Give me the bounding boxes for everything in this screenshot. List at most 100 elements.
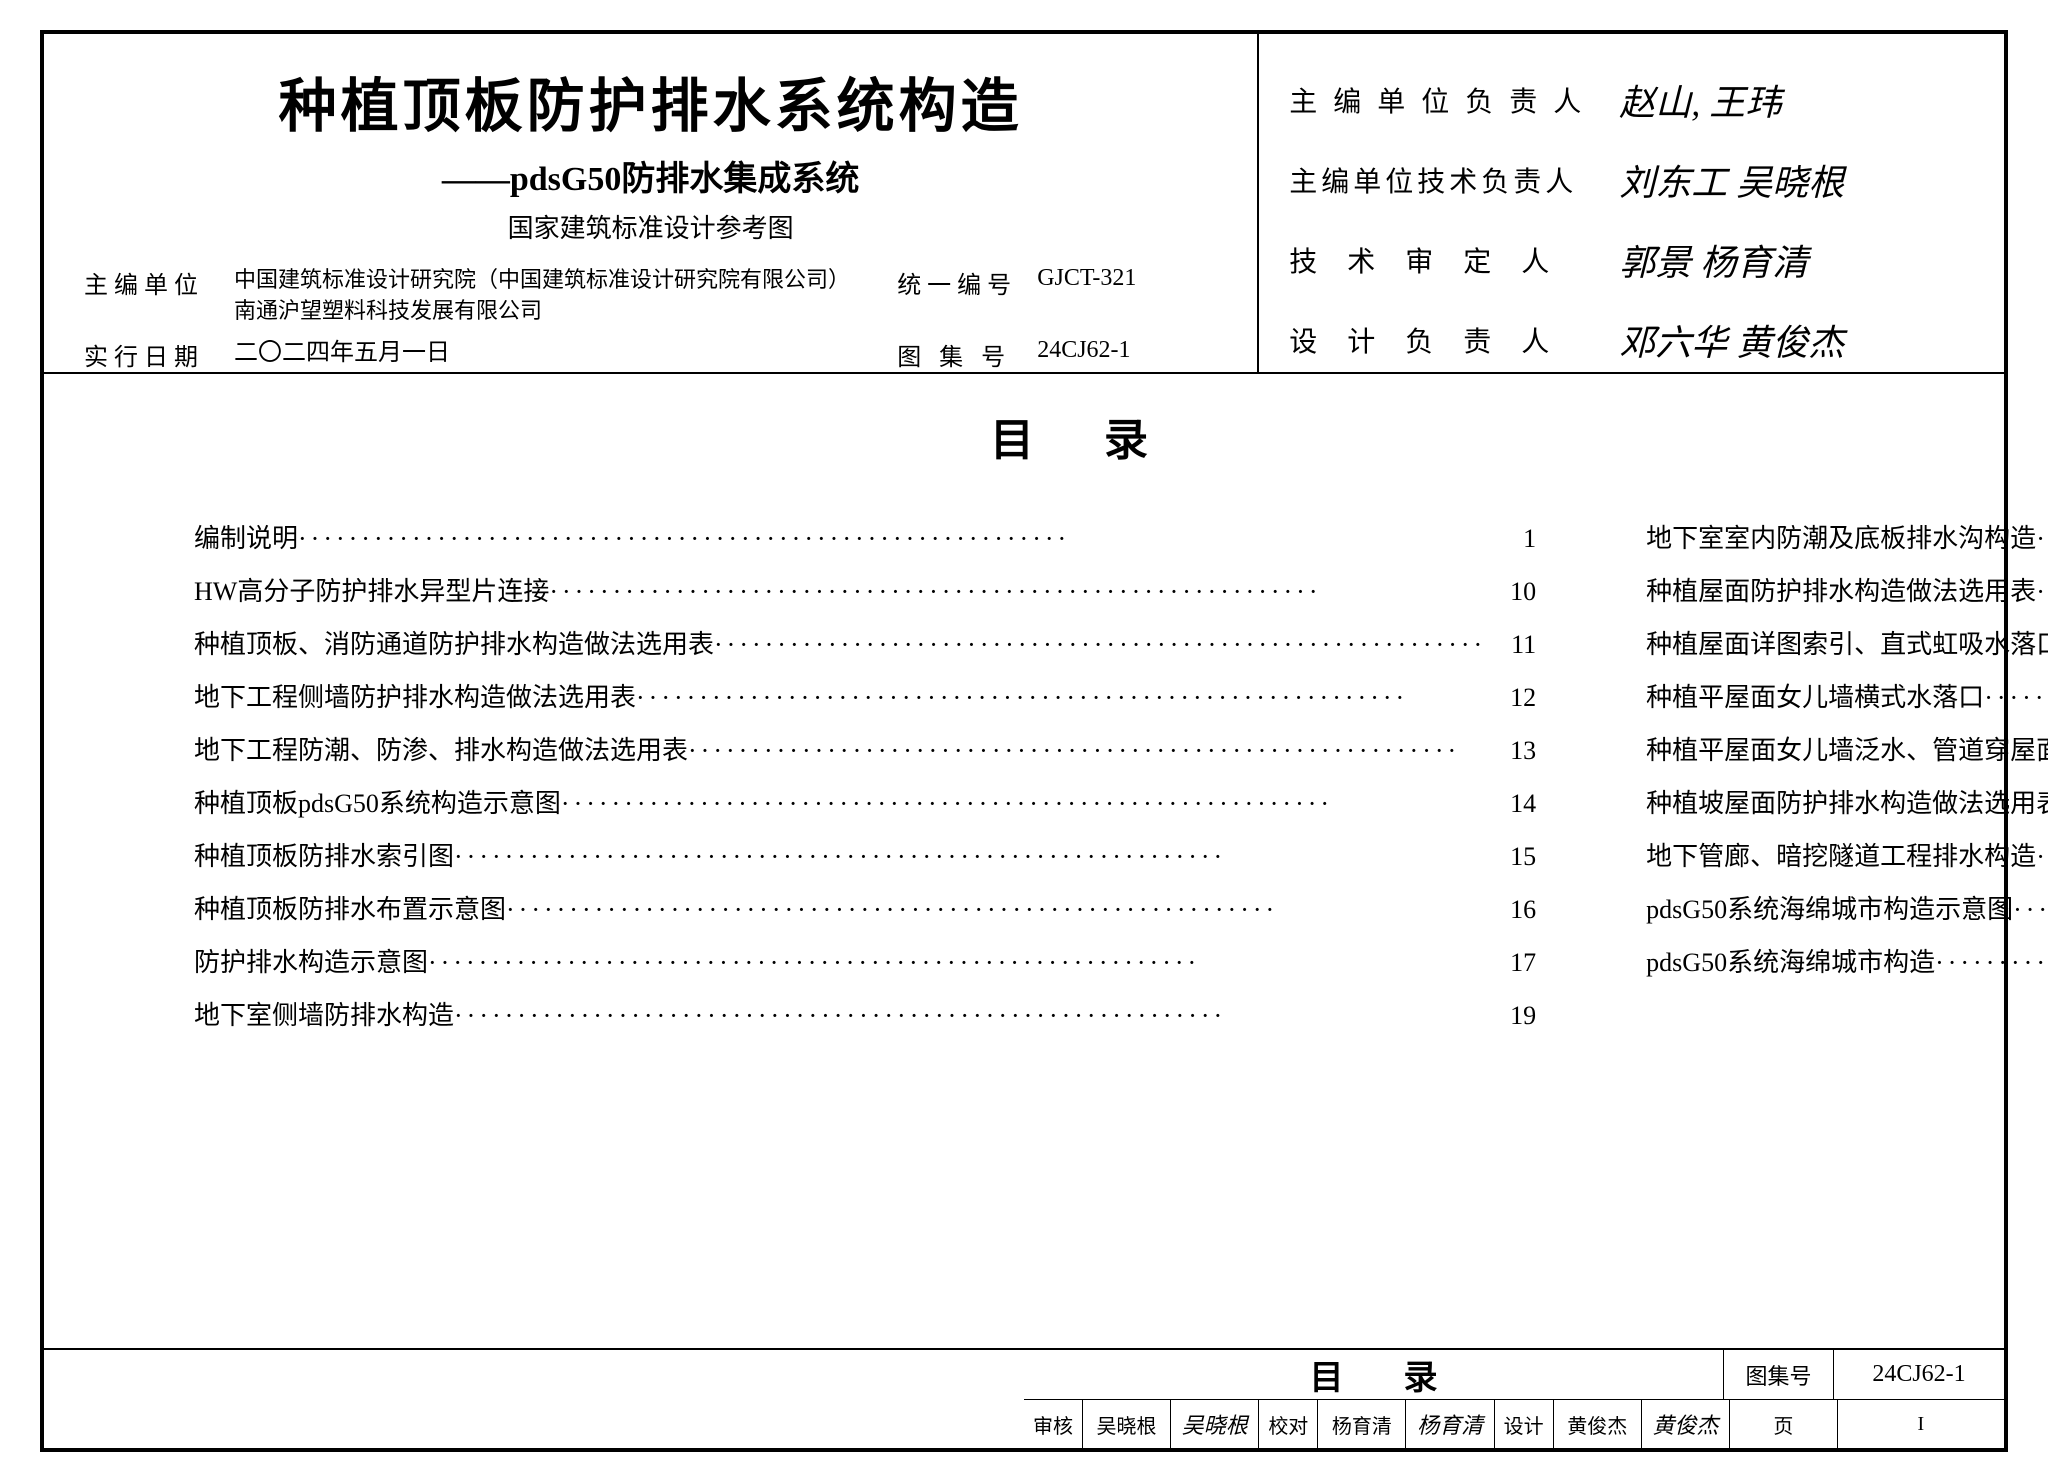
sign-row-4: 设计负责人 邓六华 黄俊杰 <box>1289 314 1974 366</box>
toc-item: pdsG50系统海绵城市构造29 <box>1646 942 2048 979</box>
toc-item-page: 10 <box>1486 577 1536 607</box>
toc-item-label: 种植顶板防排水布置示意图 <box>194 889 506 926</box>
toc-item-page: 19 <box>1486 1001 1536 1031</box>
date-value: 二〇二四年五月一日 <box>234 337 897 371</box>
toc-item-page: 13 <box>1486 736 1536 766</box>
toc-item-label: pdsG50系统海绵城市构造 <box>1646 942 1935 979</box>
toc-title: 目录 <box>264 404 1944 468</box>
toc-item: 种植坡屋面防护排水构造做法选用表26 <box>1646 783 2048 820</box>
toc-item: 种植顶板防排水索引图 15 <box>194 836 1536 873</box>
toc-columns: 编制说明 1 HW高分子防护排水异型片连接10 种植顶板、消防通道防护排水构造做法选用… <box>194 518 1944 1048</box>
toc-item: 种植顶板防排水布置示意图 16 <box>194 889 1536 926</box>
toc-item-page: 17 <box>1486 948 1536 978</box>
toc-item: 地下工程侧墙防护排水构造做法选用表 12 <box>194 677 1536 714</box>
sign-row-1: 主编单位负责人 赵山, 王玮 <box>1289 74 1974 126</box>
toc-item-page: 15 <box>1486 842 1536 872</box>
toc-item: 种植平屋面女儿墙横式水落口24 <box>1646 677 2048 714</box>
toc-item-label: 种植顶板、消防通道防护排水构造做法选用表 <box>194 624 714 661</box>
toc-item: 种植屋面详图索引、直式虹吸水落口23 <box>1646 624 2048 661</box>
toc-dots <box>714 630 1486 660</box>
proof-sig: 杨育清 <box>1406 1400 1494 1448</box>
sign-row-3: 技术审定人 郭景 杨育清 <box>1289 234 1974 286</box>
toc-item: 种植屋面防护排水构造做法选用表21 <box>1646 571 2048 608</box>
footer-left-blank <box>44 1350 1024 1448</box>
main-title: 种植顶板防护排水系统构造 <box>84 59 1217 143</box>
toc-item-label: 种植屋面防护排水构造做法选用表 <box>1646 571 2036 608</box>
toc-item-page: 12 <box>1486 683 1536 713</box>
toc-dots <box>454 842 1486 872</box>
footer-set-label: 图集号 <box>1724 1350 1834 1399</box>
toc-item-page: 11 <box>1486 630 1536 660</box>
toc-item-label: 地下管廊、暗挖隧道工程排水构造 <box>1646 836 2036 873</box>
reference-line: 国家建筑标准设计参考图 <box>84 208 1217 245</box>
footer-right: 目录 图集号 24CJ62-1 审核 吴晓根 吴晓根 校对 杨育清 杨育清 设计… <box>1024 1350 2004 1448</box>
proof-label: 校对 <box>1259 1400 1318 1448</box>
editor-row: 主编单位 中国建筑标准设计研究院（中国建筑标准设计研究院有限公司） 南通沪望塑料… <box>84 265 1217 327</box>
footer-section: 目录 图集号 24CJ62-1 审核 吴晓根 吴晓根 校对 杨育清 杨育清 设计… <box>44 1348 2004 1448</box>
design-label: 设计 <box>1495 1400 1554 1448</box>
toc-item-label: pdsG50系统海绵城市构造示意图 <box>1646 889 2013 926</box>
sign-row-2: 主编单位技术负责人 刘东工 吴晓根 <box>1289 154 1974 206</box>
toc-item-label: 地下室侧墙防排水构造 <box>194 995 454 1032</box>
toc-dots <box>1935 948 2048 978</box>
date-label: 实行日期 <box>84 337 234 372</box>
toc-item-label: 地下工程侧墙防护排水构造做法选用表 <box>194 677 636 714</box>
toc-item: 种植顶板、消防通道防护排水构造做法选用表 11 <box>194 624 1536 661</box>
toc-item: 编制说明 1 <box>194 518 1536 555</box>
toc-dots <box>688 736 1486 766</box>
toc-item-label: 种植坡屋面防护排水构造做法选用表 <box>1646 783 2048 820</box>
toc-item: HW高分子防护排水异型片连接10 <box>194 571 1536 608</box>
proof-name: 杨育清 <box>1318 1400 1406 1448</box>
toc-dots <box>2036 524 2048 554</box>
review-label: 审核 <box>1024 1400 1083 1448</box>
toc-item: 种植顶板pdsG50系统构造示意图 14 <box>194 783 1536 820</box>
date-row: 实行日期 二〇二四年五月一日 图 集 号 24CJ62-1 <box>84 337 1217 372</box>
toc-item-label: 种植顶板防排水索引图 <box>194 836 454 873</box>
toc-item-page: 1 <box>1486 524 1536 554</box>
review-name: 吴晓根 <box>1083 1400 1171 1448</box>
subtitle: ——pdsG50防排水集成系统 <box>84 151 1217 200</box>
footer-title: 目录 <box>1024 1350 1724 1399</box>
set-label: 图 集 号 <box>897 337 1037 372</box>
document-frame: 种植顶板防护排水系统构造 ——pdsG50防排水集成系统 国家建筑标准设计参考图… <box>40 30 2008 1452</box>
design-name: 黄俊杰 <box>1554 1400 1642 1448</box>
toc-item-label: 种植屋面详图索引、直式虹吸水落口 <box>1646 624 2048 661</box>
toc-item-page: 14 <box>1486 789 1536 819</box>
toc-item: 地下管廊、暗挖隧道工程排水构造27 <box>1646 836 2048 873</box>
header-section: 种植顶板防护排水系统构造 ——pdsG50防排水集成系统 国家建筑标准设计参考图… <box>44 34 2004 374</box>
page-label: 页 <box>1730 1400 1838 1448</box>
set-value: 24CJ62-1 <box>1037 337 1217 364</box>
toc-item-label: 种植顶板pdsG50系统构造示意图 <box>194 783 561 820</box>
toc-item: pdsG50系统海绵城市构造示意图28 <box>1646 889 2048 926</box>
footer-top-row: 目录 图集号 24CJ62-1 <box>1024 1350 2004 1400</box>
editor-value: 中国建筑标准设计研究院（中国建筑标准设计研究院有限公司） 南通沪望塑料科技发展有… <box>234 265 897 327</box>
toc-item-label: 种植平屋面女儿墙泛水、管道穿屋面、出入口 <box>1646 730 2048 767</box>
code-value: GJCT-321 <box>1037 265 1217 292</box>
header-right: 主编单位负责人 赵山, 王玮 主编单位技术负责人 刘东工 吴晓根 技术审定人 郭… <box>1259 34 2004 372</box>
toc-item: 地下室室内防潮及底板排水沟构造20 <box>1646 518 2048 555</box>
toc-item: 防护排水构造示意图 17 <box>194 942 1536 979</box>
toc-item: 种植平屋面女儿墙泛水、管道穿屋面、出入口25 <box>1646 730 2048 767</box>
toc-dots <box>2013 895 2048 925</box>
info-grid: 主编单位 中国建筑标准设计研究院（中国建筑标准设计研究院有限公司） 南通沪望塑料… <box>84 265 1217 382</box>
toc-col-left: 编制说明 1 HW高分子防护排水异型片连接10 种植顶板、消防通道防护排水构造做法选用… <box>194 518 1536 1048</box>
toc-item-label: 地下室室内防潮及底板排水沟构造 <box>1646 518 2036 555</box>
footer-bottom-row: 审核 吴晓根 吴晓根 校对 杨育清 杨育清 设计 黄俊杰 黄俊杰 页 I <box>1024 1400 2004 1448</box>
review-sig: 吴晓根 <box>1171 1400 1259 1448</box>
toc-item-page: 16 <box>1486 895 1536 925</box>
toc-dots <box>298 524 1486 554</box>
header-left: 种植顶板防护排水系统构造 ——pdsG50防排水集成系统 国家建筑标准设计参考图… <box>44 34 1259 372</box>
footer-set-value: 24CJ62-1 <box>1834 1350 2004 1399</box>
toc-dots <box>549 577 1486 607</box>
toc-section: 目录 编制说明 1 HW高分子防护排水异型片连接10 种植顶板、消防通道防护排水构造做… <box>44 374 2004 1348</box>
toc-dots <box>506 895 1486 925</box>
toc-dots <box>2036 577 2048 607</box>
toc-item-label: 种植平屋面女儿墙横式水落口 <box>1646 677 1984 714</box>
toc-dots <box>1984 683 2048 713</box>
toc-dots <box>561 789 1486 819</box>
code-label: 统一编号 <box>897 265 1037 300</box>
toc-item-label: 防护排水构造示意图 <box>194 942 428 979</box>
toc-item: 地下室侧墙防排水构造 19 <box>194 995 1536 1032</box>
toc-dots <box>454 1001 1486 1031</box>
toc-item-label: 编制说明 <box>194 518 298 555</box>
